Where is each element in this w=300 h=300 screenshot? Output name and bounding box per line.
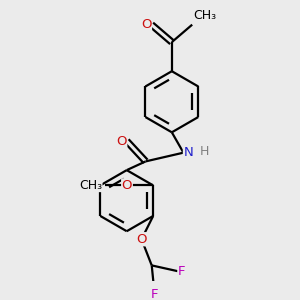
Text: O: O <box>122 179 132 192</box>
Text: O: O <box>116 134 127 148</box>
Text: F: F <box>151 288 158 300</box>
Text: CH₃: CH₃ <box>194 9 217 22</box>
Text: CH₃: CH₃ <box>79 179 102 192</box>
Text: O: O <box>136 233 147 246</box>
Text: F: F <box>178 265 185 278</box>
Text: O: O <box>141 18 152 31</box>
Text: H: H <box>200 145 209 158</box>
Text: N: N <box>184 146 193 159</box>
